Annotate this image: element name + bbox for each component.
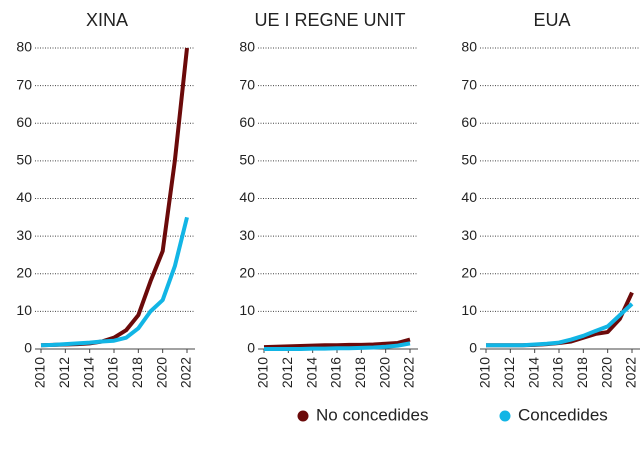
x-tick-label: 2010 <box>32 357 48 388</box>
y-tick-label: 70 <box>16 76 32 92</box>
series-line <box>40 216 189 348</box>
x-tick-label: 2022 <box>623 357 639 388</box>
series-line <box>40 47 189 348</box>
y-tick-label: 40 <box>239 189 255 205</box>
x-tick-label: 2014 <box>525 357 541 388</box>
y-tick-label: 60 <box>16 114 32 130</box>
y-tick-label: 10 <box>461 302 477 318</box>
x-tick-label: 2022 <box>178 357 194 388</box>
series-line <box>263 337 411 350</box>
x-tick-label: 2012 <box>56 357 72 388</box>
x-tick-label: 2018 <box>129 357 145 388</box>
y-tick-label: 80 <box>461 39 477 55</box>
x-tick-label: 2016 <box>550 357 566 388</box>
legend-swatch <box>499 410 511 422</box>
y-tick-label: 30 <box>239 227 255 243</box>
x-tick-label: 2016 <box>105 357 121 388</box>
y-tick-label: 20 <box>461 264 477 280</box>
y-tick-label: 30 <box>461 227 477 243</box>
y-tick-label: 0 <box>469 340 477 356</box>
y-tick-label: 10 <box>239 302 255 318</box>
x-tick-label: 2012 <box>279 357 295 388</box>
chart-title: XINA <box>86 10 128 30</box>
y-tick-label: 70 <box>461 76 477 92</box>
x-tick-label: 2016 <box>328 357 344 388</box>
x-tick-label: 2022 <box>401 357 417 388</box>
y-tick-label: 40 <box>461 189 477 205</box>
y-tick-label: 0 <box>247 340 255 356</box>
x-tick-label: 2020 <box>376 357 392 388</box>
y-tick-label: 50 <box>239 152 255 168</box>
y-tick-label: 50 <box>461 152 477 168</box>
legend-swatch <box>297 410 309 422</box>
x-tick-label: 2020 <box>598 357 614 388</box>
y-tick-label: 20 <box>239 264 255 280</box>
x-tick-label: 2012 <box>501 357 517 388</box>
y-tick-label: 40 <box>16 189 32 205</box>
x-tick-label: 2018 <box>352 357 368 388</box>
series-line <box>264 341 411 351</box>
y-tick-label: 10 <box>16 302 32 318</box>
chart-title: EUA <box>533 10 570 30</box>
y-tick-label: 60 <box>239 114 255 130</box>
x-tick-label: 2014 <box>303 357 319 388</box>
series-line <box>486 291 634 348</box>
legend-label: Concedides <box>518 405 608 424</box>
series-line <box>486 302 634 348</box>
y-tick-label: 30 <box>16 227 32 243</box>
y-tick-label: 80 <box>16 39 32 55</box>
x-tick-label: 2014 <box>80 357 96 388</box>
y-tick-label: 0 <box>24 340 32 356</box>
y-tick-label: 60 <box>461 114 477 130</box>
y-tick-label: 80 <box>239 39 255 55</box>
x-tick-label: 2020 <box>153 357 169 388</box>
y-tick-label: 70 <box>239 76 255 92</box>
y-tick-label: 20 <box>16 264 32 280</box>
x-tick-label: 2010 <box>255 357 271 388</box>
x-tick-label: 2018 <box>574 357 590 388</box>
legend-label: No concedides <box>316 405 428 424</box>
x-tick-label: 2010 <box>477 357 493 388</box>
y-tick-label: 50 <box>16 152 32 168</box>
chart-title: UE I REGNE UNIT <box>254 10 405 30</box>
